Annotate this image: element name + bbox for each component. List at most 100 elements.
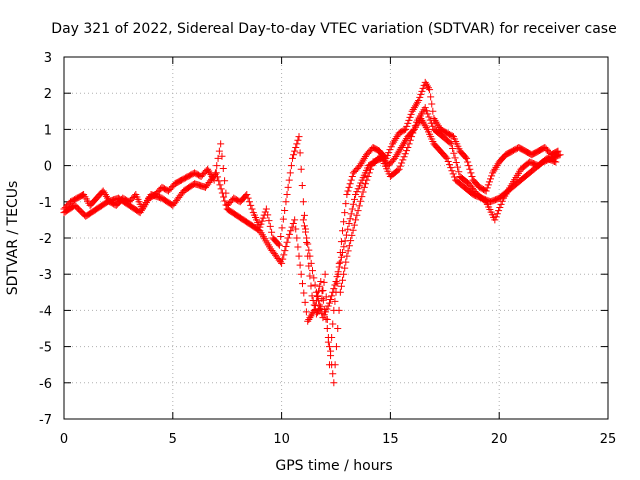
data-point xyxy=(291,147,299,155)
data-point xyxy=(340,270,348,278)
data-point xyxy=(339,276,347,284)
x-tick-label: 10 xyxy=(273,432,290,447)
data-point xyxy=(306,314,314,322)
data-point xyxy=(343,191,351,199)
data-point xyxy=(348,172,356,180)
data-point xyxy=(422,124,430,132)
data-point xyxy=(423,82,431,90)
data-point xyxy=(427,119,435,127)
data-point xyxy=(247,201,255,209)
data-point xyxy=(331,361,339,369)
data-point xyxy=(294,243,302,251)
data-point xyxy=(491,216,499,224)
data-point xyxy=(262,205,270,213)
x-tick-label: 5 xyxy=(169,432,177,447)
data-point xyxy=(343,252,351,260)
data-point xyxy=(100,189,108,197)
data-point xyxy=(288,223,296,231)
data-point xyxy=(101,191,109,199)
data-point xyxy=(380,154,388,162)
data-point xyxy=(316,282,324,290)
data-point xyxy=(396,162,404,170)
data-point xyxy=(345,220,353,228)
data-point xyxy=(281,247,289,255)
data-point xyxy=(359,156,367,164)
data-point xyxy=(429,122,437,130)
data-point xyxy=(422,80,430,88)
data-point xyxy=(311,302,319,310)
data-point xyxy=(305,246,313,254)
data-point xyxy=(295,133,303,141)
data-point xyxy=(285,230,293,238)
data-point xyxy=(336,288,344,296)
y-axis-title: SDTVAR / TECUs xyxy=(5,181,21,296)
ticks: 0 5 10 15 20 25 -7 -6 -5 -4 -3 -2 -1 0 1 2 3 xyxy=(39,51,616,447)
data-point xyxy=(312,288,320,296)
data-point xyxy=(443,154,451,162)
data-point xyxy=(278,224,286,232)
data-point xyxy=(296,149,304,157)
data-point xyxy=(334,268,342,276)
data-point xyxy=(349,226,357,234)
data-point xyxy=(308,267,316,275)
data-point xyxy=(299,198,307,206)
data-point xyxy=(341,237,349,245)
data-point xyxy=(278,259,286,267)
data-point xyxy=(421,104,429,112)
data-point xyxy=(403,122,411,130)
data-point xyxy=(284,234,292,242)
y-tick-label: 0 xyxy=(44,160,52,175)
data-point xyxy=(342,200,350,208)
data-point xyxy=(496,203,504,211)
data-point xyxy=(322,308,330,316)
y-tick-label: -4 xyxy=(39,304,52,319)
data-point xyxy=(392,134,400,142)
data-point xyxy=(297,165,305,173)
data-point xyxy=(358,193,366,201)
data-point xyxy=(212,169,220,177)
data-point xyxy=(341,209,349,217)
data-point xyxy=(393,133,401,141)
y-tick-label: -2 xyxy=(39,232,52,247)
data-point xyxy=(295,252,303,260)
data-point xyxy=(324,302,332,310)
data-point xyxy=(450,173,458,181)
data-point xyxy=(325,343,333,351)
x-tick-label: 0 xyxy=(60,432,68,447)
data-point xyxy=(347,176,355,184)
data-point xyxy=(350,221,358,229)
data-point xyxy=(493,210,501,218)
data-point xyxy=(356,182,364,190)
data-point xyxy=(337,253,345,261)
data-point xyxy=(432,118,440,126)
data-point xyxy=(360,183,368,191)
data-point xyxy=(320,278,328,286)
data-point xyxy=(316,301,324,309)
data-point xyxy=(219,164,227,172)
data-point xyxy=(293,234,301,242)
data-point xyxy=(353,211,361,219)
data-point xyxy=(305,315,313,323)
data-point xyxy=(282,198,290,206)
data-point xyxy=(393,151,401,159)
data-point xyxy=(318,287,326,295)
data-point xyxy=(292,225,300,233)
data-point xyxy=(454,163,462,171)
x-tick-label: 15 xyxy=(382,432,399,447)
data-point xyxy=(340,218,348,226)
data-point xyxy=(306,272,314,280)
data-point xyxy=(434,122,442,130)
data-point xyxy=(555,151,563,159)
data-point xyxy=(381,156,389,164)
data-point xyxy=(446,139,454,147)
data-point xyxy=(353,188,361,196)
data-point xyxy=(407,110,415,118)
data-point xyxy=(332,277,340,285)
data-point xyxy=(215,147,223,155)
data-point xyxy=(337,238,345,246)
data-point xyxy=(214,173,222,181)
data-point xyxy=(329,370,337,378)
data-point xyxy=(391,154,399,162)
data-point xyxy=(334,325,342,332)
data-point xyxy=(401,150,409,158)
